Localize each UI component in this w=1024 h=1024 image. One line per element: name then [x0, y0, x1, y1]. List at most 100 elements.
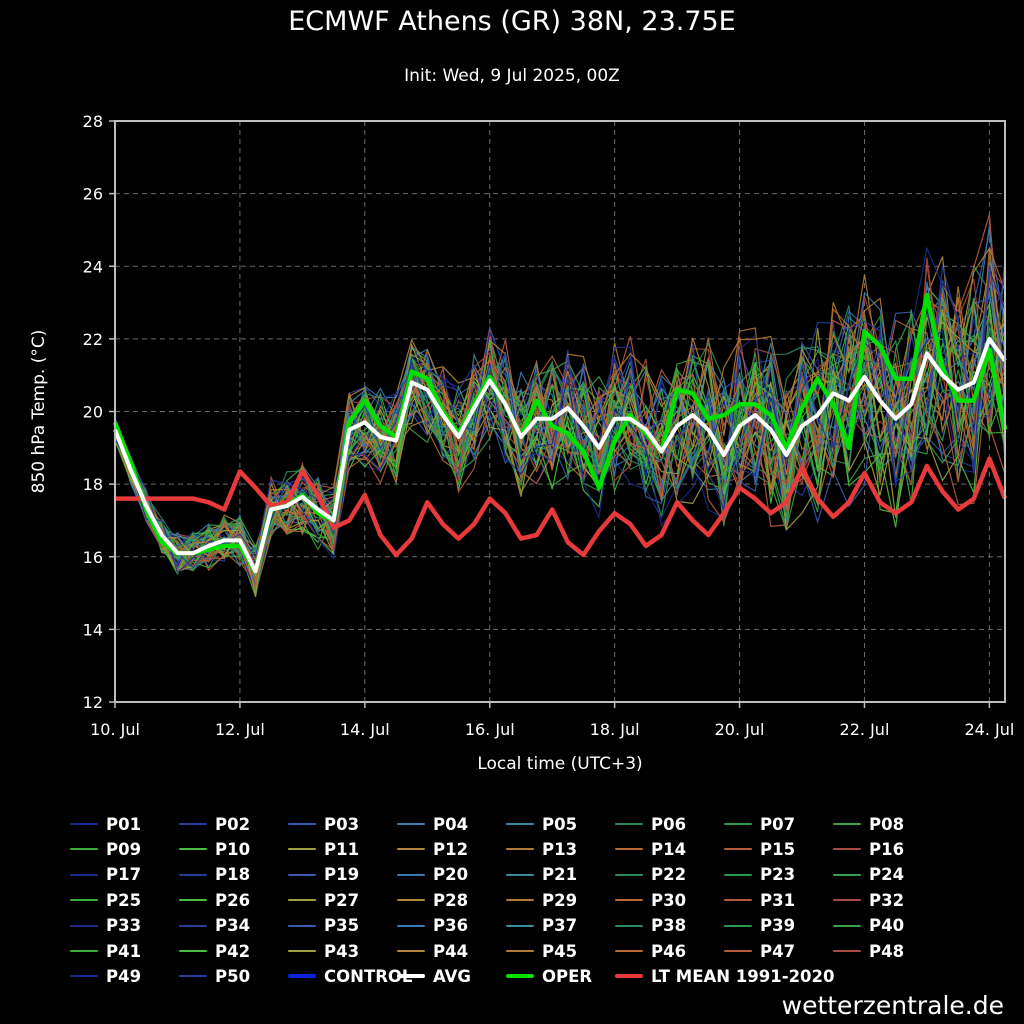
y-axis-label: 850 hPa Temp. (°C): [29, 330, 49, 494]
legend-item-p13: P13: [506, 837, 577, 861]
legend-swatch: [70, 848, 98, 851]
legend-swatch: [615, 899, 643, 902]
legend-item-p20: P20: [397, 863, 468, 887]
legend-label: P42: [215, 941, 251, 961]
legend-swatch: [506, 823, 534, 825]
legend-item-p33: P33: [70, 914, 141, 938]
legend-item-p07: P07: [724, 812, 795, 836]
legend-label: P45: [542, 941, 578, 961]
chart-subtitle: Init: Wed, 9 Jul 2025, 00Z: [404, 66, 620, 86]
legend-swatch: [288, 823, 316, 825]
legend-label: P06: [651, 814, 687, 834]
legend-label: P07: [760, 814, 796, 834]
legend-item-p23: P23: [724, 863, 795, 887]
legend-swatch: [615, 873, 643, 876]
legend-swatch: [397, 848, 425, 851]
legend-item-p38: P38: [615, 914, 686, 938]
legend-swatch: [397, 950, 425, 952]
legend-swatch: [288, 974, 316, 979]
legend-item-p24: P24: [833, 863, 904, 887]
legend-label: P10: [215, 839, 251, 859]
legend-label: P32: [869, 890, 905, 910]
legend-swatch: [506, 899, 534, 902]
legend-swatch: [833, 899, 861, 902]
legend-item-p31: P31: [724, 888, 795, 912]
legend-item-p34: P34: [179, 914, 250, 938]
x-tick-label: 20. Jul: [715, 720, 765, 739]
legend-item-p44: P44: [397, 939, 468, 963]
legend-label: P19: [324, 865, 360, 885]
y-tick-label: 18: [83, 475, 103, 494]
legend-item-p37: P37: [506, 914, 577, 938]
legend-item-p50: P50: [179, 964, 250, 988]
legend-swatch: [179, 950, 207, 952]
legend-swatch: [397, 899, 425, 902]
y-tick-label: 14: [83, 620, 103, 639]
legend-label: P22: [651, 865, 687, 885]
legend-label: P26: [215, 890, 251, 910]
legend-label: P44: [433, 941, 469, 961]
legend-item-p08: P08: [833, 812, 904, 836]
legend-item-p19: P19: [288, 863, 359, 887]
legend-swatch: [724, 899, 752, 902]
legend-label: P48: [869, 941, 905, 961]
legend-label: P43: [324, 941, 360, 961]
legend-label: AVG: [433, 966, 471, 986]
legend-label: P34: [215, 916, 251, 936]
legend-label: P27: [324, 890, 360, 910]
legend-label: CONTROL: [324, 966, 413, 986]
legend-swatch: [70, 873, 98, 876]
legend-label: P47: [760, 941, 796, 961]
legend-label: P01: [106, 814, 142, 834]
legend-item-p39: P39: [724, 914, 795, 938]
legend-item-p16: P16: [833, 837, 904, 861]
legend-label: P50: [215, 966, 251, 986]
legend-swatch: [397, 924, 425, 927]
legend-item-p06: P06: [615, 812, 686, 836]
legend-swatch: [179, 975, 207, 978]
legend-label: P31: [760, 890, 796, 910]
legend-swatch: [724, 848, 752, 851]
legend-item-p15: P15: [724, 837, 795, 861]
legend-item-p47: P47: [724, 939, 795, 963]
y-tick-label: 22: [83, 330, 103, 349]
legend-item-p11: P11: [288, 837, 359, 861]
legend-item-p28: P28: [397, 888, 468, 912]
legend-swatch: [615, 823, 643, 825]
legend-item-p18: P18: [179, 863, 250, 887]
legend-item-p01: P01: [70, 812, 141, 836]
legend-swatch: [70, 950, 98, 952]
x-tick-label: 22. Jul: [840, 720, 890, 739]
member-line-p48: [114, 264, 1006, 575]
legend-item-p30: P30: [615, 888, 686, 912]
legend-label: P35: [324, 916, 360, 936]
legend-item-p12: P12: [397, 837, 468, 861]
x-tick-label: 12. Jul: [215, 720, 265, 739]
legend-label: P41: [106, 941, 142, 961]
legend-swatch: [288, 899, 316, 902]
legend-item-p21: P21: [506, 863, 577, 887]
legend-label: P25: [106, 890, 142, 910]
legend-swatch: [179, 899, 207, 902]
legend-item-p36: P36: [397, 914, 468, 938]
legend-swatch: [179, 823, 207, 825]
legend-swatch: [615, 924, 643, 927]
legend-label: P05: [542, 814, 578, 834]
legend-item-p40: P40: [833, 914, 904, 938]
legend-swatch: [833, 848, 861, 851]
legend-label: P36: [433, 916, 469, 936]
legend-swatch: [615, 974, 643, 979]
legend-label: OPER: [542, 966, 593, 986]
legend-item-p43: P43: [288, 939, 359, 963]
legend-swatch: [179, 848, 207, 851]
legend-label: P03: [324, 814, 360, 834]
legend-item-p14: P14: [615, 837, 686, 861]
legend-item-control: CONTROL: [288, 964, 412, 988]
y-tick-label: 12: [83, 693, 103, 712]
y-tick-label: 16: [83, 548, 103, 567]
legend-item-p49: P49: [70, 964, 141, 988]
legend-label: P39: [760, 916, 796, 936]
legend-item-p17: P17: [70, 863, 141, 887]
legend-item-p26: P26: [179, 888, 250, 912]
